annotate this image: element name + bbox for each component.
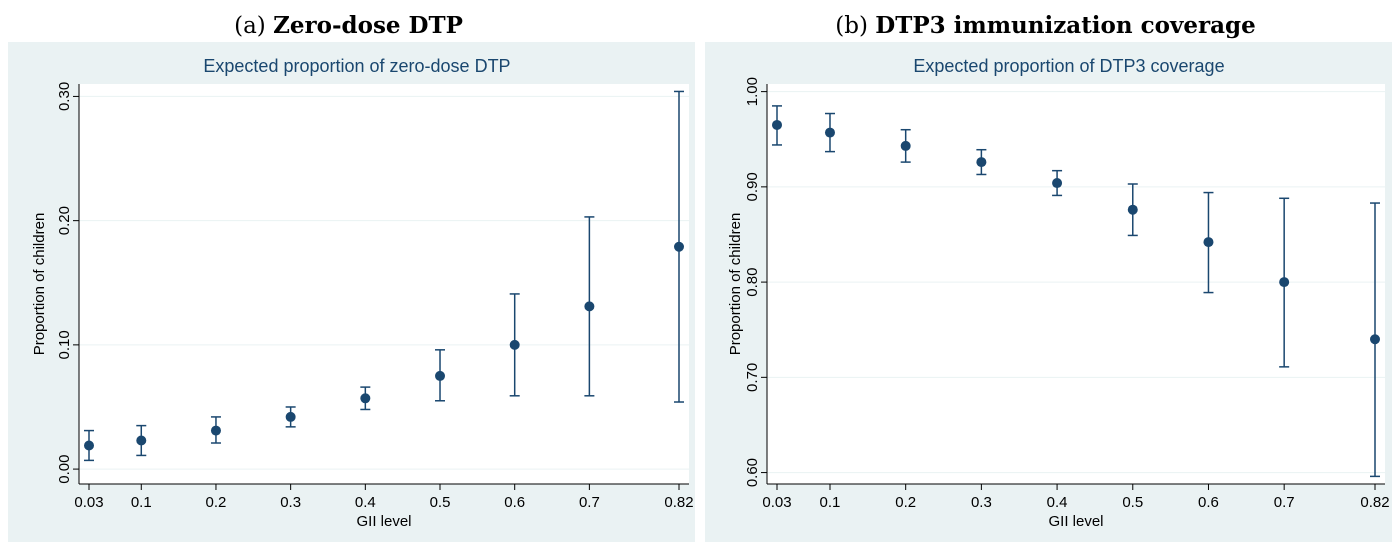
- panel-a-title: Zero-dose DTP: [273, 12, 463, 39]
- y-tick-label: 0.30: [56, 82, 73, 111]
- x-tick-label: 0.4: [355, 494, 376, 511]
- x-tick-label: 0.2: [895, 494, 916, 511]
- data-point: [1052, 178, 1063, 189]
- panel-b-title: DTP3 immunization coverage: [875, 12, 1256, 39]
- data-point: [1203, 237, 1214, 248]
- data-point: [772, 119, 782, 130]
- x-tick-label: 0.7: [1274, 494, 1295, 511]
- x-tick-label: 0.3: [280, 494, 301, 511]
- x-tick-label: 0.82: [664, 494, 693, 511]
- x-tick-label: 0.5: [430, 494, 451, 511]
- x-tick-label: 0.2: [206, 494, 227, 511]
- chart-title: Expected proportion of zero-dose DTP: [203, 56, 510, 76]
- plot-area: [767, 84, 1385, 484]
- data-point: [1370, 334, 1380, 345]
- x-axis-label: GII level: [1048, 513, 1103, 530]
- x-tick-label: 0.1: [131, 494, 152, 511]
- data-point: [584, 301, 595, 312]
- y-tick-label: 0.70: [744, 363, 761, 392]
- data-point: [360, 393, 371, 404]
- data-point: [1127, 204, 1138, 215]
- x-tick-label: 0.03: [762, 494, 791, 511]
- y-axis-label: Proportion of children: [727, 213, 744, 356]
- data-point: [509, 339, 520, 350]
- y-tick-label: 0.00: [56, 454, 73, 483]
- data-point: [285, 411, 296, 422]
- chart-title: Expected proportion of DTP3 coverage: [913, 56, 1224, 76]
- x-tick-label: 0.6: [504, 494, 525, 511]
- panel-b-label: (b): [835, 13, 868, 39]
- panel-a-label: (a): [234, 13, 266, 39]
- data-point: [976, 157, 987, 168]
- data-point: [435, 370, 446, 381]
- panel-b: (b) DTP3 immunization coverage Expected …: [697, 0, 1394, 544]
- panel-a-caption: (a) Zero-dose DTP: [0, 12, 697, 39]
- chart-dtp3: Expected proportion of DTP3 coverage0.60…: [705, 42, 1392, 542]
- y-tick-label: 0.90: [744, 172, 761, 201]
- data-point: [674, 241, 684, 252]
- x-tick-label: 0.5: [1122, 494, 1143, 511]
- x-axis-label: GII level: [356, 513, 411, 530]
- x-tick-label: 0.1: [820, 494, 841, 511]
- data-point: [136, 435, 147, 446]
- data-point: [900, 140, 911, 151]
- y-tick-label: 1.00: [744, 77, 761, 106]
- data-point: [824, 127, 835, 138]
- panel-a: (a) Zero-dose DTP Expected proportion of…: [0, 12, 697, 542]
- plot-area: [79, 84, 689, 484]
- x-tick-label: 0.6: [1198, 494, 1219, 511]
- panel-b-caption: (b) DTP3 immunization coverage: [697, 12, 1394, 39]
- data-point: [84, 440, 94, 451]
- x-tick-label: 0.3: [971, 494, 992, 511]
- y-tick-label: 0.60: [744, 458, 761, 487]
- chart-zero-dose: Expected proportion of zero-dose DTP 0.00…: [8, 42, 695, 542]
- y-tick-label: 0.80: [744, 267, 761, 296]
- y-tick-label: 0.20: [56, 206, 73, 235]
- x-tick-label: 0.7: [579, 494, 600, 511]
- y-tick-label: 0.10: [56, 330, 73, 359]
- y-axis-label: Proportion of children: [31, 213, 48, 356]
- data-point: [210, 425, 221, 436]
- x-tick-label: 0.03: [74, 494, 103, 511]
- x-tick-label: 0.82: [1360, 494, 1389, 511]
- x-tick-label: 0.4: [1047, 494, 1068, 511]
- data-point: [1279, 277, 1290, 288]
